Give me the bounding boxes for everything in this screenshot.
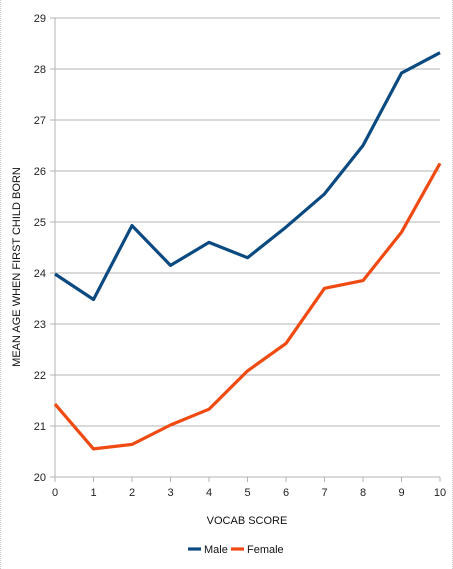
y-axis-title: MEAN AGE WHEN FIRST CHILD BORN — [11, 167, 23, 367]
gridlines — [55, 17, 440, 478]
x-tick-label: 2 — [129, 487, 135, 499]
x-tick-label: 4 — [206, 487, 212, 499]
x-tick-label: 0 — [52, 487, 58, 499]
series-lines — [53, 51, 442, 451]
y-tick-label: 25 — [34, 217, 46, 229]
y-tick-label: 22 — [34, 370, 46, 382]
y-tick-label: 21 — [34, 421, 46, 433]
axes — [50, 17, 441, 482]
y-tick-label: 29 — [34, 13, 46, 25]
x-tick-label: 8 — [360, 487, 366, 499]
x-tick-label: 9 — [398, 487, 404, 499]
series-line-male — [54, 51, 441, 302]
x-tick-labels: 0 1 2 3 4 5 6 7 8 9 10 — [52, 487, 446, 499]
y-tick-label: 24 — [34, 268, 46, 280]
x-tick-label: 1 — [90, 487, 96, 499]
legend: Male Female — [188, 544, 284, 556]
y-tick-label: 23 — [34, 319, 46, 331]
y-tick-label: 27 — [34, 115, 46, 127]
x-tick-label: 3 — [167, 487, 173, 499]
page-edge-left — [0, 0, 2, 569]
y-tick-label: 20 — [34, 472, 46, 484]
x-tick-label: 10 — [434, 487, 446, 499]
y-tick-label: 28 — [34, 64, 46, 76]
x-tick-label: 5 — [244, 487, 250, 499]
x-tick-label: 7 — [321, 487, 327, 499]
x-tick-label: 6 — [283, 487, 289, 499]
series-line-female — [53, 162, 442, 451]
y-tick-labels: 20 21 22 23 24 25 26 27 28 29 — [34, 13, 46, 484]
x-axis-title: VOCAB SCORE — [207, 515, 288, 527]
y-tick-label: 26 — [34, 166, 46, 178]
legend-label-male: Male — [204, 544, 228, 556]
legend-label-female: Female — [247, 544, 284, 556]
